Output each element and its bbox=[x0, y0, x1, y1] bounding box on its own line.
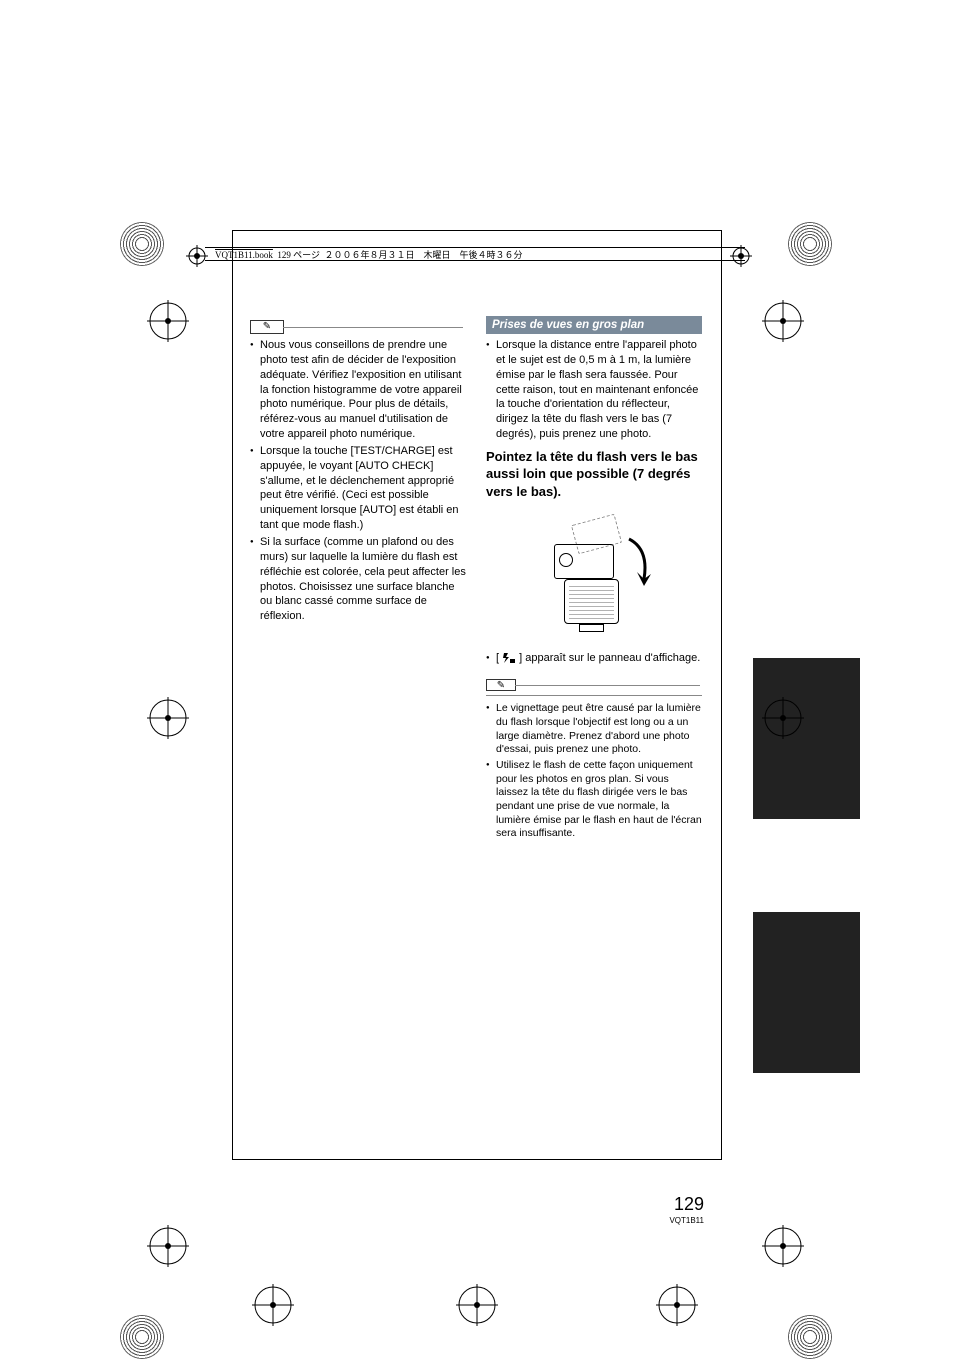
list-item: Lorsque la distance entre l'appareil pho… bbox=[486, 338, 702, 442]
registration-mark-icon bbox=[252, 1284, 294, 1326]
section-title: Prises de vues en gros plan bbox=[486, 316, 702, 334]
list-item: Si la surface (comme un plafond ou des m… bbox=[250, 535, 466, 624]
registration-mark-icon bbox=[147, 697, 189, 739]
list-item: Le vignettage peut être causé par la lum… bbox=[486, 702, 702, 757]
registration-mark-icon bbox=[762, 1225, 804, 1267]
content-columns: ✎ Nous vous conseillons de prendre une p… bbox=[250, 316, 702, 843]
note-bullet-list: Le vignettage peut être causé par la lum… bbox=[486, 702, 702, 840]
registration-mark-icon bbox=[762, 697, 804, 739]
flash-down-icon bbox=[502, 652, 516, 664]
left-column: ✎ Nous vous conseillons de prendre une p… bbox=[250, 316, 466, 843]
corner-pattern-icon bbox=[120, 1315, 164, 1359]
registration-mark-icon bbox=[730, 245, 752, 267]
flash-foot bbox=[579, 624, 604, 632]
header-file: VQT1B11.book bbox=[215, 250, 273, 260]
header-rule: VQT1B11.book 129 ページ ２００６年８月３１日 木曜日 午後４時… bbox=[205, 247, 745, 261]
header-page: 129 ページ bbox=[277, 250, 320, 260]
note-icon: ✎ bbox=[486, 679, 516, 691]
registration-mark-icon bbox=[186, 245, 208, 267]
list-item: [ ] apparaît sur le panneau d'affichage. bbox=[486, 651, 702, 666]
corner-pattern-icon bbox=[120, 222, 164, 266]
icon-bullet-suffix: ] apparaît sur le panneau d'affichage. bbox=[516, 652, 700, 664]
registration-mark-icon bbox=[656, 1284, 698, 1326]
page-number: 129 bbox=[674, 1194, 704, 1215]
header-date: ２００６年８月３１日 木曜日 午後４時３６分 bbox=[325, 250, 523, 260]
flash-illustration bbox=[529, 509, 659, 639]
corner-pattern-icon bbox=[788, 1315, 832, 1359]
icon-bullet-list: [ ] apparaît sur le panneau d'affichage. bbox=[486, 651, 702, 666]
note-divider bbox=[486, 695, 702, 696]
list-item: Lorsque la touche [TEST/CHARGE] est appu… bbox=[250, 444, 466, 533]
flash-lens bbox=[559, 553, 573, 567]
note-icon: ✎ bbox=[250, 320, 284, 334]
list-item: Utilisez le flash de cette façon uniquem… bbox=[486, 759, 702, 841]
flash-base-texture bbox=[569, 584, 614, 619]
down-arrow-icon bbox=[624, 534, 654, 594]
list-item: Nous vous conseillons de prendre une pho… bbox=[250, 338, 466, 442]
left-bullet-list: Nous vous conseillons de prendre une pho… bbox=[250, 338, 466, 624]
bold-heading: Pointez la tête du flash vers le bas aus… bbox=[486, 448, 702, 501]
registration-mark-icon bbox=[147, 1225, 189, 1267]
right-column: Prises de vues en gros plan Lorsque la d… bbox=[486, 316, 702, 843]
registration-mark-icon bbox=[762, 300, 804, 342]
registration-mark-icon bbox=[147, 300, 189, 342]
corner-pattern-icon bbox=[788, 222, 832, 266]
registration-mark-icon bbox=[456, 1284, 498, 1326]
black-tab bbox=[753, 912, 860, 1073]
intro-list: Lorsque la distance entre l'appareil pho… bbox=[486, 338, 702, 442]
header-text: VQT1B11.book 129 ページ ２００６年８月３１日 木曜日 午後４時… bbox=[205, 248, 523, 261]
document-id: VQT1B11 bbox=[669, 1216, 704, 1225]
